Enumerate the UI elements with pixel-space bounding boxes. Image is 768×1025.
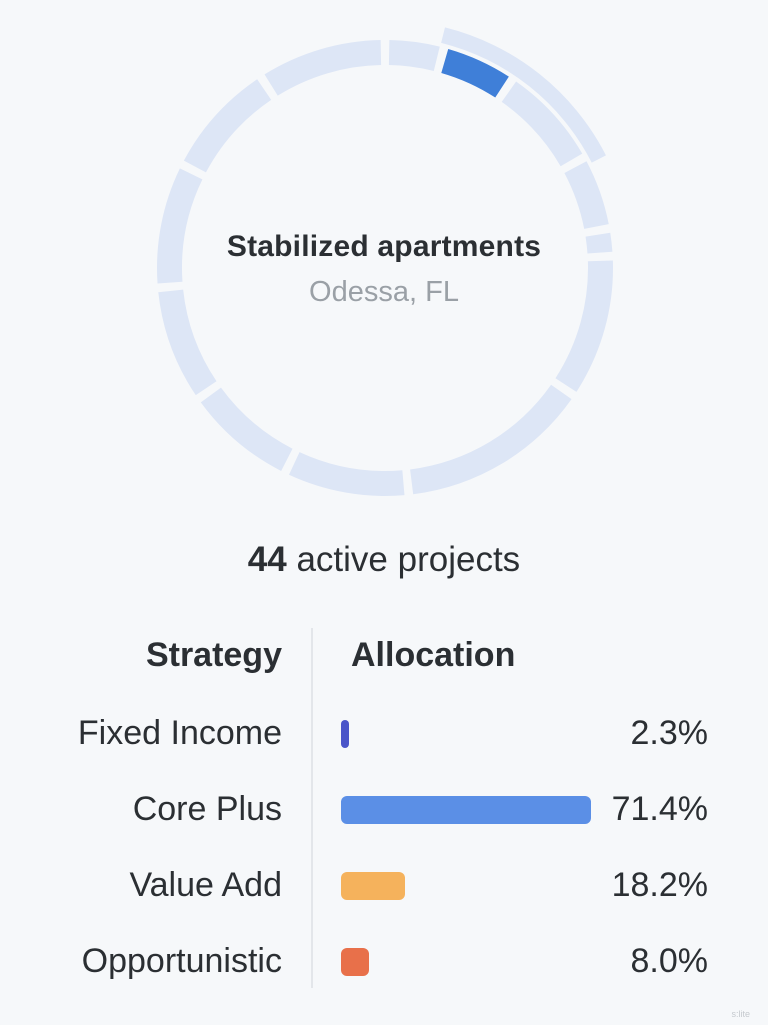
strategy-header: Strategy: [146, 636, 282, 675]
property-location: Odessa, FL: [0, 276, 768, 309]
watermark: s:lite: [731, 1009, 750, 1019]
project-segment: [564, 161, 608, 229]
strategy-name: Value Add: [129, 866, 282, 905]
project-segment: [157, 168, 202, 283]
strategy-name: Core Plus: [133, 790, 282, 829]
active-projects-label: active projects: [296, 540, 520, 579]
active-projects-count: 44: [248, 540, 287, 579]
allocation-row-core-plus: Core Plus 71.4%: [0, 780, 768, 840]
allocation-percent: 2.3%: [631, 714, 709, 753]
allocation-percent: 18.2%: [612, 866, 708, 905]
allocation-header: Allocation: [351, 636, 515, 675]
allocation-percent: 8.0%: [631, 942, 709, 981]
project-segment: [184, 79, 271, 172]
project-segment: [201, 388, 293, 471]
strategy-name: Fixed Income: [78, 714, 282, 753]
allocation-row-value-add: Value Add 18.2%: [0, 856, 768, 916]
allocation-bar: [341, 796, 591, 824]
allocation-bar: [341, 948, 369, 976]
allocation-percent: 71.4%: [612, 790, 708, 829]
allocation-bar: [341, 872, 405, 900]
project-segment: [410, 385, 571, 495]
allocation-row-fixed-income: Fixed Income 2.3%: [0, 704, 768, 764]
allocation-row-opportunistic: Opportunistic 8.0%: [0, 932, 768, 992]
project-segment: [289, 452, 404, 496]
allocation-bar: [341, 720, 349, 748]
active-projects-summary: 44 active projects: [0, 540, 768, 580]
project-segment: [389, 40, 440, 71]
project-donut: Stabilized apartments Odessa, FL: [0, 0, 768, 520]
project-segment: [265, 40, 382, 96]
property-title: Stabilized apartments: [0, 230, 768, 264]
strategy-name: Opportunistic: [82, 942, 282, 981]
